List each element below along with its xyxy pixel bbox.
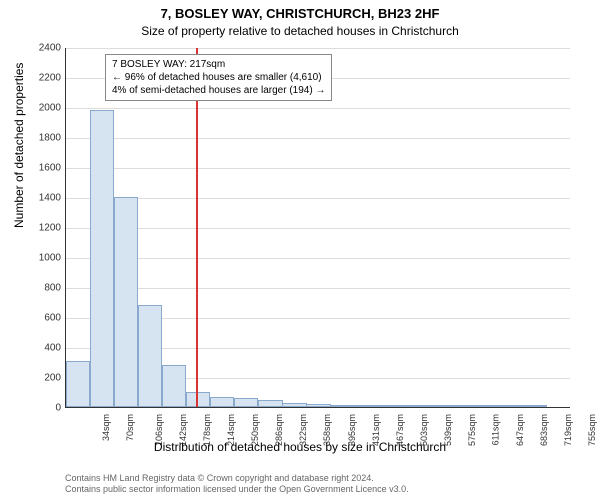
- histogram-bar: [427, 405, 451, 407]
- y-tick-label: 400: [26, 343, 61, 354]
- histogram-bar: [258, 400, 282, 408]
- histogram-bar: [499, 405, 523, 407]
- histogram-bar: [282, 403, 306, 408]
- gridline: [66, 198, 570, 199]
- annotation-line2: 4% of semi-detached houses are larger (1…: [112, 84, 325, 97]
- y-tick-label: 1200: [26, 223, 61, 234]
- histogram-bar: [354, 405, 378, 407]
- page-title: 7, BOSLEY WAY, CHRISTCHURCH, BH23 2HF: [0, 6, 600, 21]
- histogram-bar: [162, 365, 186, 407]
- x-tick-label: 70sqm: [125, 414, 135, 441]
- histogram-bar: [306, 404, 330, 407]
- histogram-bar: [523, 405, 547, 407]
- x-tick-label: 34sqm: [101, 414, 111, 441]
- y-tick-label: 2400: [26, 43, 61, 54]
- gridline: [66, 48, 570, 49]
- histogram-bar: [451, 405, 475, 407]
- y-tick-label: 1600: [26, 163, 61, 174]
- footer-line2: Contains public sector information licen…: [65, 484, 409, 496]
- x-axis-title: Distribution of detached houses by size …: [0, 440, 600, 454]
- histogram-bar: [114, 197, 138, 407]
- chart-area: 0200400600800100012001400160018002000220…: [65, 48, 570, 408]
- marker-line: [196, 48, 198, 407]
- gridline: [66, 228, 570, 229]
- y-tick-label: 200: [26, 373, 61, 384]
- histogram-bar: [330, 405, 354, 407]
- y-tick-label: 2000: [26, 103, 61, 114]
- annotation-box: 7 BOSLEY WAY: 217sqm ← 96% of detached h…: [105, 54, 332, 101]
- histogram-bar: [379, 405, 403, 407]
- histogram-plot: 0200400600800100012001400160018002000220…: [65, 48, 570, 408]
- y-axis-title: Number of detached properties: [12, 63, 26, 228]
- y-tick-label: 600: [26, 313, 61, 324]
- gridline: [66, 168, 570, 169]
- annotation-title: 7 BOSLEY WAY: 217sqm: [112, 58, 325, 71]
- page-subtitle: Size of property relative to detached ho…: [0, 24, 600, 38]
- gridline: [66, 258, 570, 259]
- histogram-bar: [475, 405, 499, 407]
- y-tick-label: 0: [26, 403, 61, 414]
- y-tick-label: 800: [26, 283, 61, 294]
- gridline: [66, 288, 570, 289]
- footer-line1: Contains HM Land Registry data © Crown c…: [65, 473, 409, 485]
- histogram-bar: [234, 398, 258, 407]
- y-tick-label: 1000: [26, 253, 61, 264]
- annotation-line1: ← 96% of detached houses are smaller (4,…: [112, 71, 325, 84]
- histogram-bar: [90, 110, 114, 407]
- gridline: [66, 108, 570, 109]
- y-tick-label: 2200: [26, 73, 61, 84]
- histogram-bar: [403, 405, 427, 407]
- y-tick-label: 1400: [26, 193, 61, 204]
- footer: Contains HM Land Registry data © Crown c…: [65, 473, 409, 496]
- gridline: [66, 138, 570, 139]
- histogram-bar: [210, 397, 234, 408]
- histogram-bar: [66, 361, 90, 408]
- y-tick-label: 1800: [26, 133, 61, 144]
- histogram-bar: [138, 305, 162, 407]
